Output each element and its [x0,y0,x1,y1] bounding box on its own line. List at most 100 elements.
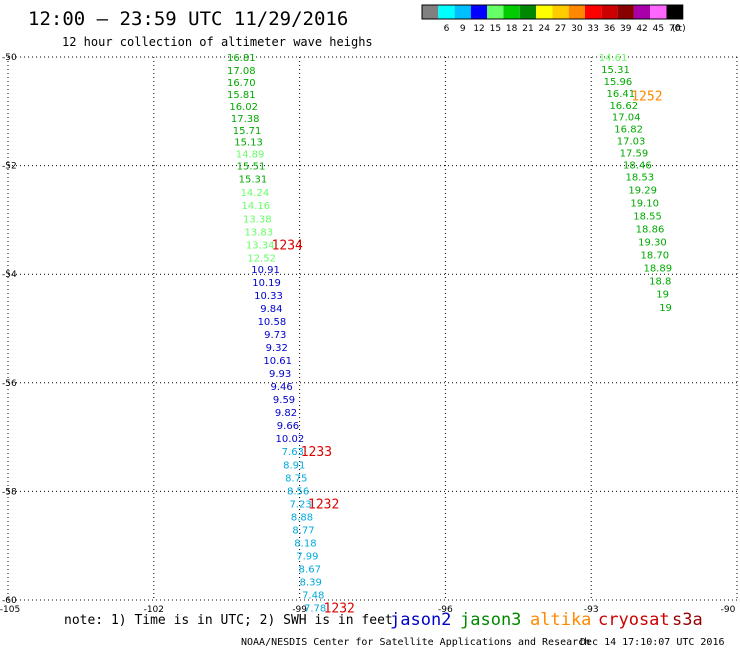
scale-label: 6 [444,24,450,34]
wave-height-label: 18.70 [641,251,670,262]
y-tick-label: -52 [2,162,17,172]
scale-swatch [552,5,569,19]
wave-height-label: 19.29 [628,185,657,196]
scale-label: 70 [669,24,681,34]
wave-height-label: 16.02 [229,102,258,113]
wave-height-label: 15.81 [227,90,256,101]
wave-height-label: 18.53 [625,172,654,183]
y-tick-label: -56 [2,379,17,389]
chart-title: 12:00 — 23:59 UTC 11/29/2016 [28,8,348,30]
wave-height-label: 8.77 [292,525,314,536]
wave-height-label: 18.89 [643,264,672,275]
scale-swatch [470,5,488,19]
wave-height-label: 7.78 [304,604,326,615]
wave-height-label: 16.82 [614,125,643,136]
wave-height-label: 19 [659,303,672,314]
satellite-legend: jason2 jason3 altika cryosat s3a [390,610,703,630]
scale-swatch [617,5,634,19]
wave-height-label: 9.66 [277,421,299,432]
scale-label: 45 [653,24,664,34]
wave-height-label: 17.04 [612,113,641,124]
x-axis-ticks: -105 -102 -99 -96 -93 -90 [0,605,736,615]
wave-height-label: 16.62 [609,101,638,112]
scale-label: 42 [636,24,647,34]
y-tick-label: -58 [2,487,17,497]
pass-number-label: 1233 [301,445,332,460]
wave-height-label: 15.13 [234,138,263,149]
y-tick-label: -50 [2,53,17,63]
color-scale-legend: 6 9 12 15 18 21 24 27 30 33 36 39 42 45 70(ft) [421,4,686,34]
pass-number-label: 1232 [308,497,339,512]
scale-swatch [422,5,439,19]
wave-height-label: 13.38 [243,214,272,225]
wave-height-label: 19.10 [630,199,659,210]
wave-height-label: 7.99 [296,551,318,562]
scale-swatch [536,5,553,19]
wave-height-label: 8.18 [294,538,316,549]
wave-height-label: 18.8 [649,277,671,288]
wave-height-label: 17.59 [620,149,649,160]
wave-height-label: 10.61 [263,356,292,367]
credit-text: NOAA/NESDIS Center for Satellite Applica… [241,637,590,648]
wave-height-label: 9.82 [275,408,297,419]
scale-label: 15 [490,24,501,34]
wave-height-label: 15.51 [237,162,266,173]
wave-height-label: 7.63 [282,447,304,458]
scale-label: 33 [587,24,598,34]
wave-height-label: 16.81 [227,53,256,64]
scale-label: 27 [555,24,566,34]
pass-number-label: 1232 [324,602,355,617]
wave-height-label: 12.52 [247,253,276,264]
wave-height-label: 17.38 [231,114,260,125]
scale-label: 24 [539,24,551,34]
x-tick-label: -102 [144,605,164,615]
scale-label: 12 [473,24,484,34]
wave-height-label: 8.88 [291,512,313,523]
wave-height-label: 8.67 [299,565,321,576]
wave-height-values: 16.81 17.0816.7015.8116.0217.3815.7115.13… [227,53,672,615]
wave-height-label: 9.93 [269,369,291,380]
y-tick-label: -54 [2,270,17,280]
scale-label: 39 [620,24,632,34]
scale-swatch [568,5,585,19]
scale-swatch [633,5,651,19]
pass-number-labels: 1234 1233 1232 1232 1252 [272,90,663,617]
wave-height-label: 9.84 [260,304,282,315]
scale-swatch [487,5,504,19]
scale-swatch [438,5,455,19]
footer-note: note: 1) Time is in UTC; 2) SWH is in fe… [64,613,393,628]
satellite-label: altika [530,610,591,630]
wave-height-label: 14.16 [242,201,271,212]
wave-height-label: 17.03 [617,137,646,148]
wave-height-label: 15.71 [233,126,262,137]
pass-number-label: 1252 [631,90,662,105]
wave-height-label: 19.30 [638,238,667,249]
wave-height-label: 10.19 [252,278,281,289]
scale-label: 9 [460,24,466,34]
scale-swatch [650,5,667,19]
wave-height-label: 9.46 [270,382,292,393]
wave-height-label: 16.41 [607,89,636,100]
wave-height-label: 10.02 [276,434,305,445]
timestamp-text: Dec 14 17:10:07 UTC 2016 [580,637,725,648]
x-tick-label: -99 [292,605,307,615]
scale-label: 21 [522,24,533,34]
wave-height-label: 18.86 [636,225,665,236]
wave-height-label: 9.73 [264,330,286,341]
satellite-label: jason2 [390,610,451,630]
pass-number-label: 1234 [272,238,303,253]
x-tick-label: -96 [438,605,453,615]
scale-swatch [601,5,618,19]
wave-height-label: 9.59 [273,395,295,406]
grid-lines [7,56,738,601]
wave-height-label: 10.58 [258,317,287,328]
wave-height-label: 15.96 [604,77,633,88]
wave-height-label: 14.89 [236,150,265,161]
x-tick-label: -90 [721,605,736,615]
chart-subtitle: 12 hour collection of altimeter wave hei… [62,35,373,49]
satellite-label: s3a [672,610,703,630]
wave-height-label: 18.55 [633,212,662,223]
wave-height-label: 13.83 [244,227,273,238]
wave-height-label: 13.34 [246,240,275,251]
